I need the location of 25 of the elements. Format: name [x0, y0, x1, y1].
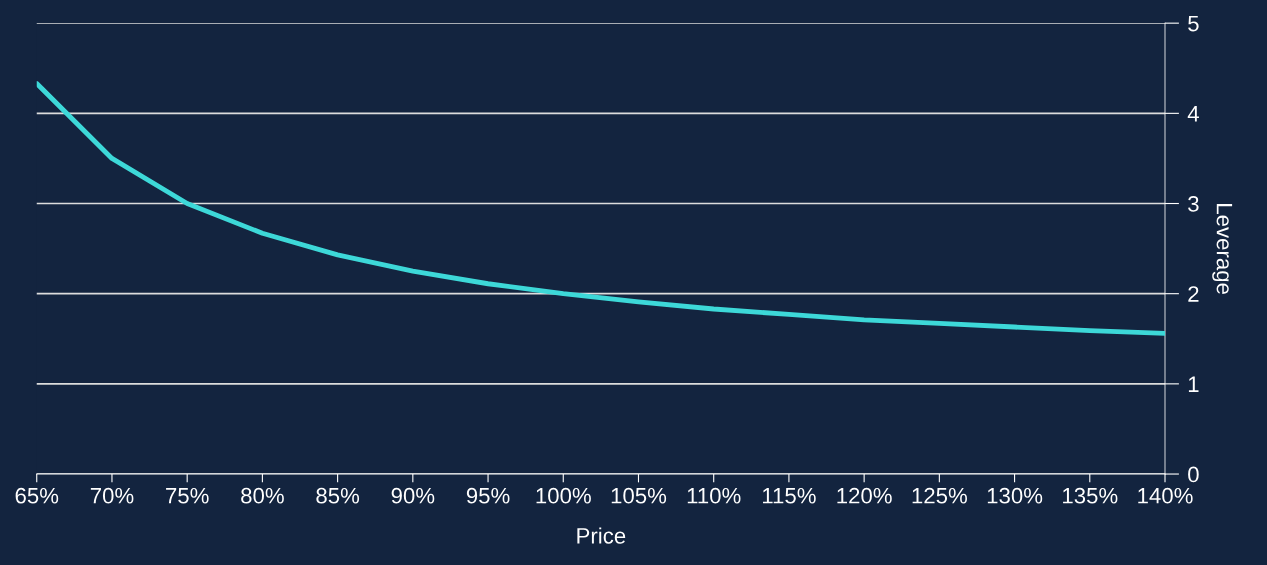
x-tick-label: 90% [391, 487, 435, 504]
y2-tick-label: 4 [1187, 106, 1199, 122]
x-tick-label: 140% [1138, 487, 1193, 504]
y2-axis-title: Leverage [1212, 204, 1233, 294]
x-tick-label: 100% [536, 487, 591, 504]
x-tick-label: 115% [763, 487, 816, 504]
line-series [36, 81, 1166, 336]
x-tick-label: 95% [466, 487, 510, 504]
x-tick-label: 125% [912, 487, 967, 504]
x-tick-label: 80% [241, 487, 284, 504]
y2-tick-label: 2 [1188, 286, 1199, 302]
x-tick-label: 135% [1063, 487, 1118, 504]
x-tick-label: 65% [15, 487, 59, 504]
y2-tick-label: 1 [1188, 376, 1199, 392]
x-tick-label: 70% [90, 487, 134, 504]
x-tick-label: 105% [611, 487, 667, 504]
y2-tick-label: 0 [1188, 466, 1199, 483]
x-tick-label: 75% [166, 487, 209, 504]
y2-tick-label: 3 [1188, 196, 1199, 212]
x-tick-label: 130% [987, 487, 1043, 504]
y2-tick-label: 5 [1188, 15, 1199, 32]
x-tick-label: 120% [837, 487, 892, 504]
x-tick-label: 85% [316, 487, 360, 504]
x-tick-label: 110% [687, 487, 741, 504]
x-axis-title: Price [577, 527, 626, 544]
